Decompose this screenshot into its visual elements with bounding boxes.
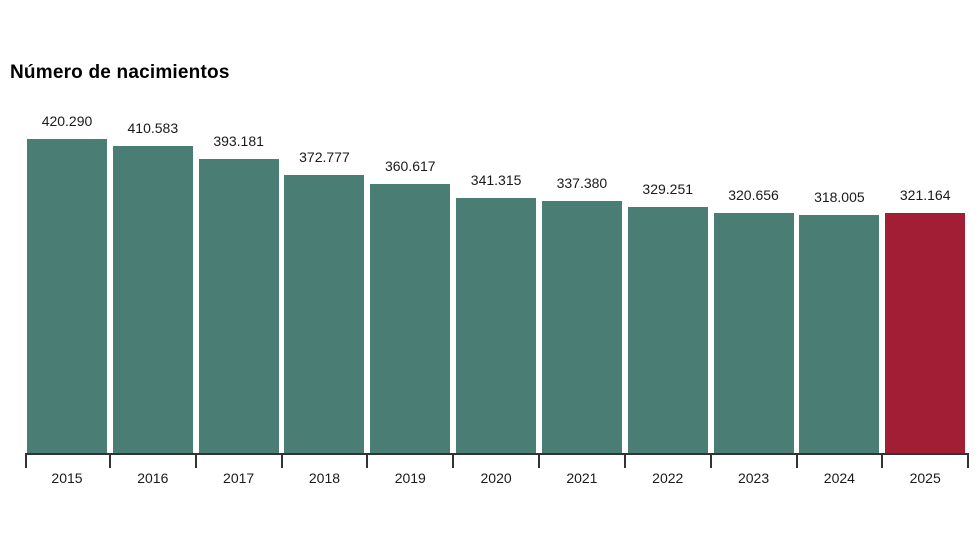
bar-column-2022: 329.251	[627, 0, 708, 453]
x-axis-line	[25, 453, 967, 455]
bar-value-label-2024: 318.005	[814, 189, 865, 206]
bar-column-2024: 318.005	[799, 0, 880, 453]
x-axis-tick-label-2025: 2025	[909, 470, 941, 486]
x-axis-tick	[452, 453, 455, 468]
bar-value-label-2022: 329.251	[642, 181, 694, 197]
x-axis-tick-label-2019: 2019	[394, 470, 426, 486]
bar-column-2020: 341.315	[456, 0, 537, 453]
bar-value-label-2023: 320.656	[728, 187, 779, 204]
x-axis-tick-label-2020: 2020	[480, 470, 512, 486]
x-axis-tick	[108, 453, 111, 468]
bar-2023	[713, 213, 794, 453]
bar-value-label-2021: 337.380	[556, 174, 608, 191]
chart-title: Número de nacimientos	[10, 62, 230, 83]
bar-2020	[456, 198, 537, 453]
x-axis-tick-label-2017: 2017	[223, 470, 255, 486]
bar-column-2017: 393.181	[198, 0, 279, 453]
bar-2017	[198, 159, 279, 453]
x-axis-tick-label-2022: 2022	[652, 470, 684, 486]
bar-2016	[112, 146, 193, 453]
x-axis-tick	[25, 453, 27, 468]
bar-column-2019: 360.617	[370, 0, 451, 453]
x-axis-tick	[623, 453, 626, 468]
x-axis-tick-label-2021: 2021	[566, 470, 598, 486]
x-axis-tick-label-2015: 2015	[51, 470, 83, 486]
x-axis-tick	[538, 453, 540, 468]
x-axis-tick	[795, 453, 798, 468]
x-axis-tick-label-2023: 2023	[737, 470, 770, 486]
x-axis-tick-label-2016: 2016	[137, 470, 169, 486]
bar-2025	[885, 213, 966, 453]
bar-column-2025: 321.164	[885, 0, 966, 453]
bar-2015	[27, 139, 107, 453]
plot-area: 420.290 410.583 393.181 372.777 360.617 341.3…	[27, 0, 966, 453]
bar-value-label-2020: 341.315	[470, 172, 522, 188]
bar-value-label-2025: 321.164	[899, 187, 951, 204]
x-axis-tick	[709, 453, 712, 468]
bar-2019	[370, 183, 451, 453]
bar-value-label-2019: 360.617	[384, 157, 436, 174]
bar-2024	[799, 215, 880, 453]
bar-2022	[627, 207, 708, 453]
bar-2021	[541, 200, 622, 453]
x-axis-tick	[967, 453, 970, 468]
bar-column-2015: 420.290	[27, 0, 107, 453]
x-axis-tick-label-2018: 2018	[308, 470, 341, 486]
x-axis-tick	[280, 453, 283, 468]
bar-column-2023: 320.656	[713, 0, 794, 453]
bar-2018	[284, 174, 365, 453]
bar-value-label-2015: 420.290	[41, 113, 93, 129]
x-axis-tick	[194, 453, 197, 468]
bar-value-label-2016: 410.583	[127, 120, 179, 137]
x-axis-tick	[881, 453, 884, 468]
bar-value-label-2017: 393.181	[213, 133, 264, 150]
bar-column-2018: 372.777	[284, 0, 365, 453]
bar-value-label-2018: 372.777	[299, 148, 350, 165]
bar-column-2016: 410.583	[112, 0, 193, 453]
x-axis-tick	[366, 453, 369, 468]
x-axis-tick-label-2024: 2024	[823, 470, 855, 486]
bar-column-2021: 337.380	[541, 0, 622, 453]
